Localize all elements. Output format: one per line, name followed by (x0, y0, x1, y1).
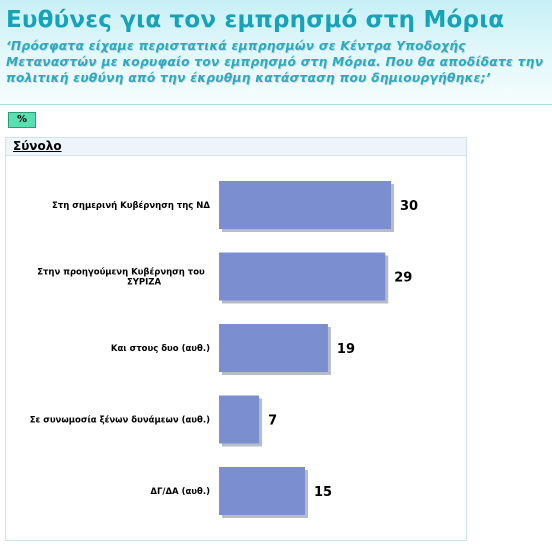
bar-chart: 30 Στη σημερινή Κυβέρνηση της ΝΔ 29 Στην πρ… (30, 181, 418, 518)
bar (219, 252, 386, 301)
category-label: Σε συνωμοσία ξένων δυνάμεων (αυθ.) (30, 415, 210, 426)
section-label: Σύνολο (13, 139, 62, 153)
percent-badge: % (8, 112, 36, 128)
header-band: Ευθύνες για τον εμπρησμό στη Μόρια ‘Πρόσ… (0, 0, 552, 105)
bar (219, 467, 305, 515)
panel-header: Σύνολο (6, 138, 466, 156)
bar-value-label: 15 (314, 485, 332, 500)
bar-value-label: 19 (337, 342, 355, 357)
bar-value-label: 7 (268, 414, 277, 429)
category-label: Στην προηγούμενη Κυβέρνηση του ΣΥΡΙΖΑ (37, 267, 205, 288)
question-subtitle: ‘Πρόσφατα είχαμε περιστατικά εμπρησμών σ… (6, 39, 544, 85)
category-label: ΔΓ/ΔΑ (αυθ.) (150, 487, 210, 497)
bar (219, 181, 391, 229)
bar (219, 324, 328, 372)
category-label: Και στους δυο (αυθ.) (111, 344, 210, 354)
category-label: Στη σημερινή Κυβέρνηση της ΝΔ (52, 200, 210, 211)
bar-value-label: 30 (400, 199, 418, 214)
bar-value-label: 29 (394, 271, 412, 286)
chart-panel: Σύνολο 30 Στη σημερινή Κυβέρνηση της ΝΔ 29… (5, 137, 467, 541)
bar (219, 395, 260, 444)
page-title: Ευθύνες για τον εμπρησμό στη Μόρια (6, 7, 505, 33)
